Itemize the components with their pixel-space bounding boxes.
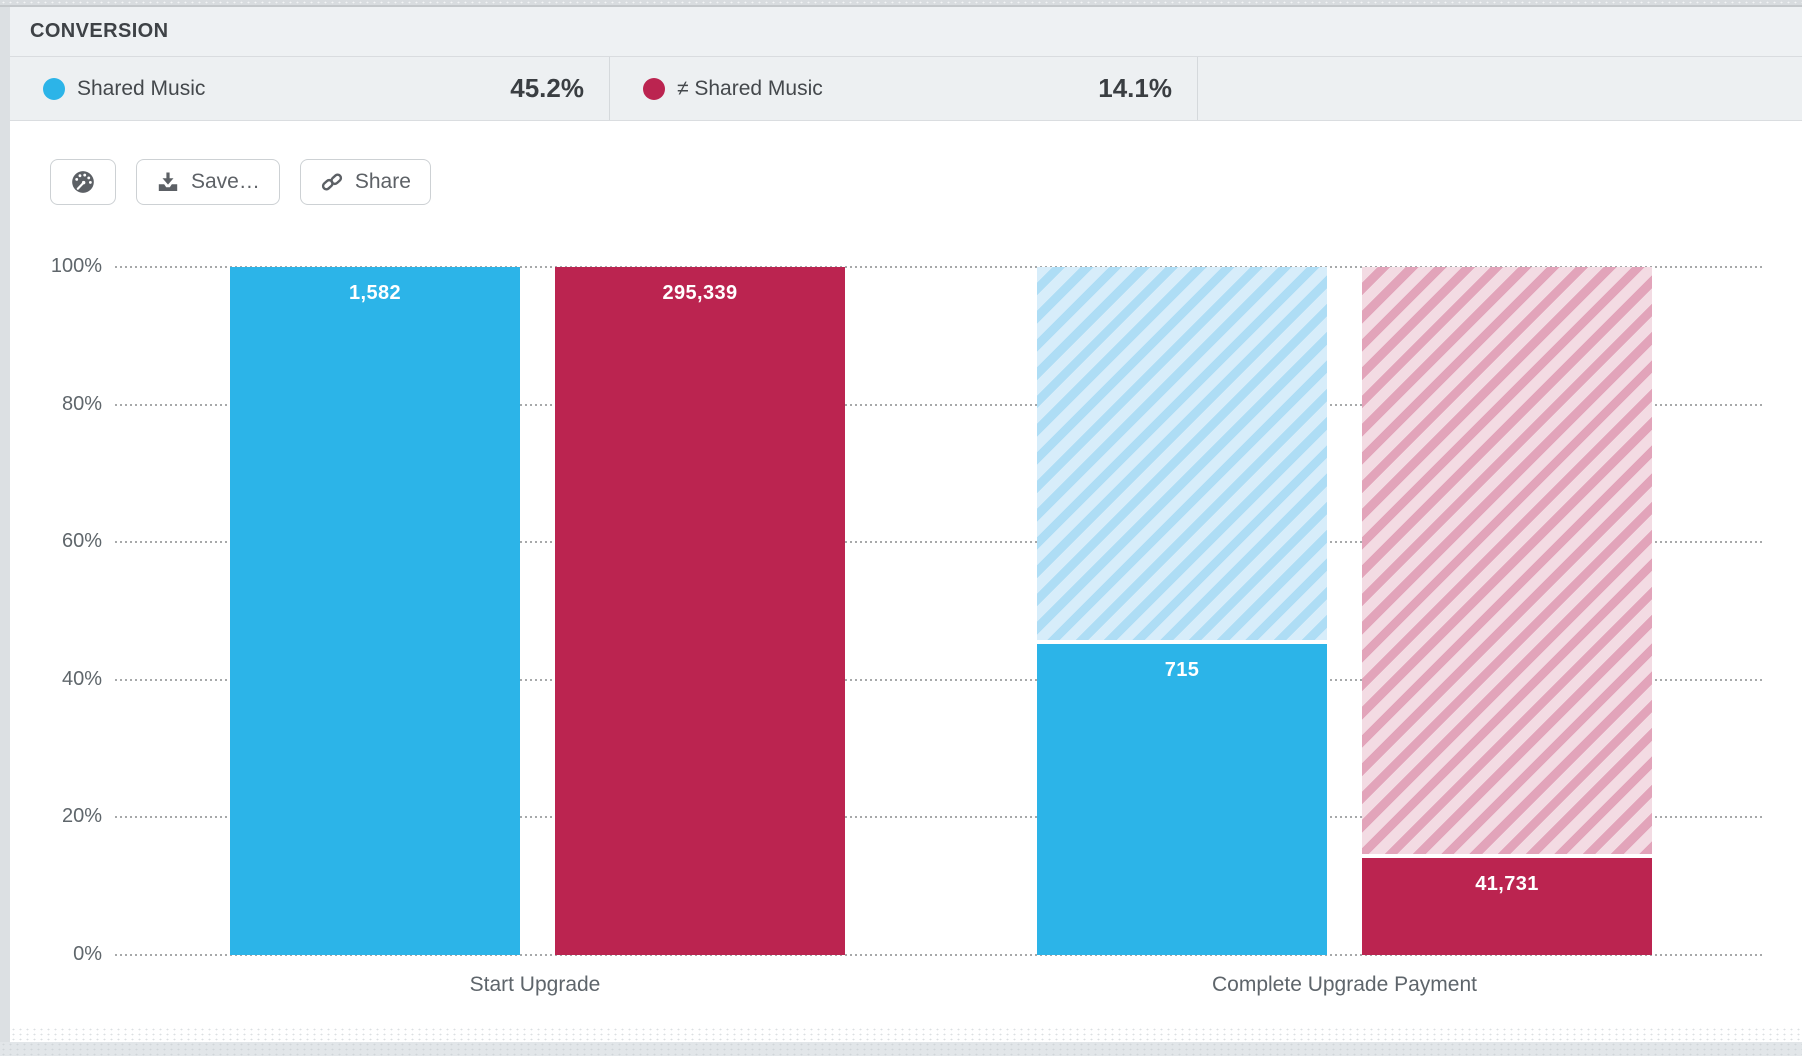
- legend-item-shared-music[interactable]: Shared Music 45.2%: [10, 57, 610, 120]
- bar-count-label: 1,582: [348, 282, 402, 304]
- legend-empty-cell: [1198, 57, 1802, 120]
- bar-count-label: 715: [1164, 659, 1200, 681]
- bar-converted-segment: 1,582: [230, 267, 520, 955]
- y-axis-tick: 60%: [61, 530, 102, 553]
- bottom-texture-strip: [0, 1042, 1802, 1056]
- gauge-icon: [70, 169, 96, 195]
- y-axis-tick: 80%: [61, 392, 102, 415]
- legend-row: Shared Music 45.2% ≠ Shared Music 14.1%: [10, 57, 1802, 121]
- x-axis-label-start-upgrade: Start Upgrade: [469, 973, 601, 996]
- bar-not-shared-music-complete-payment[interactable]: 41,731: [1362, 267, 1652, 955]
- share-button[interactable]: Share: [299, 159, 431, 205]
- share-button-label: Share: [354, 170, 411, 193]
- bar-converted-segment: 295,339: [555, 267, 845, 955]
- bar-shared-music-complete-payment[interactable]: 715: [1037, 267, 1327, 955]
- panel-header: CONVERSION: [10, 7, 1802, 57]
- download-icon: [156, 170, 180, 194]
- y-axis-tick: 40%: [61, 667, 102, 690]
- gridline-20: [115, 816, 1765, 819]
- panel-title: CONVERSION: [30, 20, 169, 42]
- gridline-80: [115, 403, 1765, 406]
- bar-shared-music-start-upgrade[interactable]: 1,582: [230, 267, 520, 955]
- gridline-100: [115, 266, 1765, 268]
- link-icon: [320, 170, 344, 194]
- gauge-view-button[interactable]: [50, 159, 116, 205]
- conversion-bar-chart: 100% 80% 60% 40% 20% 0% 1,582 295,339 71…: [51, 255, 1765, 965]
- legend-series-name: ≠ Shared Music: [677, 76, 823, 100]
- bar-not-shared-music-start-upgrade[interactable]: 295,339: [555, 267, 845, 955]
- x-axis-label-complete-upgrade-payment: Complete Upgrade Payment: [1212, 973, 1477, 996]
- legend-conversion-rate: 45.2%: [510, 73, 584, 103]
- save-button[interactable]: Save…: [136, 159, 280, 205]
- bar-converted-segment: 715: [1037, 644, 1327, 955]
- y-axis-tick: 20%: [61, 805, 102, 828]
- y-axis-tick: 0%: [73, 943, 102, 965]
- bar-converted-segment: 41,731: [1362, 858, 1652, 955]
- bar-remainder-hatch: [1037, 267, 1327, 640]
- legend-conversion-rate: 14.1%: [1098, 73, 1172, 103]
- y-axis-tick: 100%: [50, 255, 102, 277]
- gridline-0: [115, 954, 1765, 956]
- chart-toolbar: Save… Share: [50, 159, 431, 205]
- top-texture-strip: [0, 0, 1802, 7]
- panel-bottom-texture: [10, 1027, 1802, 1042]
- gridline-40: [115, 678, 1765, 681]
- bar-count-label: 295,339: [662, 282, 738, 304]
- series-color-dot: [43, 77, 65, 100]
- legend-item-not-shared-music[interactable]: ≠ Shared Music 14.1%: [610, 57, 1198, 120]
- series-color-dot: [643, 77, 665, 100]
- save-button-label: Save…: [191, 170, 260, 193]
- conversion-report-panel: CONVERSION Shared Music 45.2% ≠ Shared M…: [10, 7, 1802, 1042]
- bar-count-label: 41,731: [1475, 873, 1539, 895]
- bar-remainder-hatch: [1362, 267, 1652, 854]
- gridline-60: [115, 541, 1765, 544]
- legend-series-name: Shared Music: [77, 76, 206, 100]
